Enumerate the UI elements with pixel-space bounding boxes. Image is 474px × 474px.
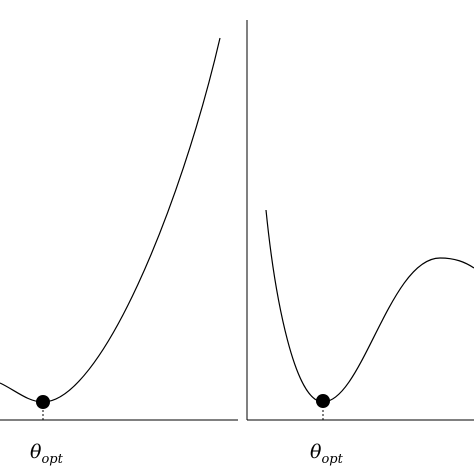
minimum-point [316,394,330,408]
label-subscript: opt [321,452,343,467]
minimum-point [36,395,50,409]
label-subscript: opt [41,452,63,467]
loss-curve [0,37,221,403]
minimum-label: θopt [310,441,344,467]
left-panel: θopt [0,37,238,467]
right-panel: θopt [246,20,474,467]
minimum-label: θopt [30,441,64,467]
label-symbol: θ [30,441,42,463]
loss-curve [265,209,474,403]
label-symbol: θ [310,441,322,463]
